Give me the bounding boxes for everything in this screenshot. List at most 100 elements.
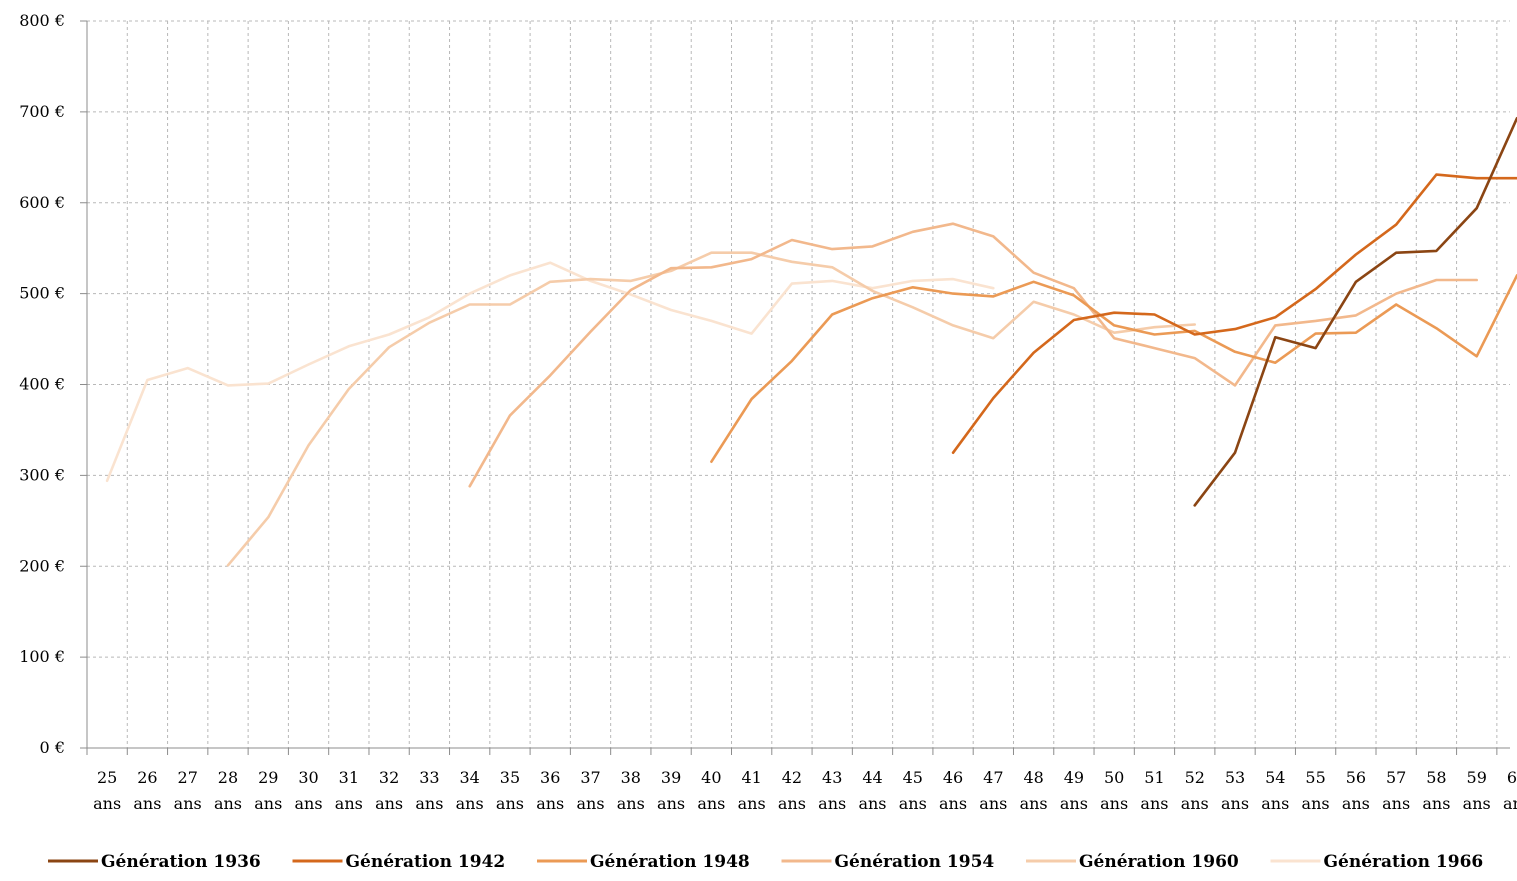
legend-item-g-n-ration-1948: Génération 1948 (537, 852, 750, 872)
legend: Génération 1936 Génération 1942 Génération… (48, 852, 1483, 872)
x-tick-label: 39 (661, 768, 681, 787)
x-tick-label: 51 (1144, 768, 1164, 787)
x-tick-label: 47 (983, 768, 1003, 787)
x-tick-unit-label: ans (617, 794, 645, 813)
x-tick-unit-label: ans (1302, 794, 1330, 813)
series-line-g-n-ration-1960 (226, 251, 1196, 567)
x-tick-unit-label: ans (939, 794, 967, 813)
x-tick-unit-label: ans (254, 794, 282, 813)
x-tick-label: 29 (258, 768, 278, 787)
y-tick-label: 200 € (19, 556, 65, 575)
legend-item-g-n-ration-1942: Génération 1942 (292, 852, 506, 872)
x-tick-label: 27 (178, 768, 198, 787)
x-tick-label: 36 (540, 768, 560, 787)
x-tick-unit-label: ans (576, 794, 604, 813)
x-tick-label: 56 (1346, 768, 1366, 787)
x-tick-label: 38 (621, 768, 641, 787)
y-tick-label: 400 € (19, 375, 65, 394)
x-tick-unit-label: ans (1261, 794, 1289, 813)
x-tick-unit-label: ans (1060, 794, 1088, 813)
x-tick-unit-label: ans (456, 794, 484, 813)
x-tick-unit-label: ans (1463, 794, 1491, 813)
x-tick-label: 58 (1426, 768, 1446, 787)
legend-label: Génération 1942 (346, 852, 506, 872)
x-axis-tick-labels: 25 ans 26 ans 27 ans 28 ans 29 ans 30 ans 31 ans 32 ans… (93, 768, 1517, 813)
legend-item-g-n-ration-1960: Génération 1960 (1026, 852, 1239, 872)
x-tick-label: 50 (1104, 768, 1124, 787)
x-tick-unit-label: ans (133, 794, 161, 813)
x-tick-label: 41 (741, 768, 761, 787)
x-tick-unit-label: ans (335, 794, 363, 813)
legend-label: Génération 1960 (1079, 852, 1239, 872)
x-tick-label: 60 (1507, 768, 1517, 787)
x-tick-label: 32 (379, 768, 399, 787)
x-tick-unit-label: ans (738, 794, 766, 813)
x-tick-unit-label: ans (496, 794, 524, 813)
legend-item-g-n-ration-1966: Génération 1966 (1270, 852, 1484, 872)
x-tick-unit-label: ans (375, 794, 403, 813)
x-tick-label: 49 (1064, 768, 1084, 787)
x-tick-label: 33 (419, 768, 439, 787)
series-line-g-n-ration-1936 (1193, 116, 1517, 507)
x-tick-unit-label: ans (1422, 794, 1450, 813)
y-axis-tick-labels: 0 € 100 € 200 € 300 € 400 € 500 € 600 € 700 € 80… (19, 11, 65, 757)
x-tick-unit-label: ans (295, 794, 323, 813)
x-tick-label: 35 (500, 768, 520, 787)
x-tick-label: 30 (298, 768, 318, 787)
legend-item-g-n-ration-1936: Génération 1936 (48, 852, 261, 872)
x-tick-label: 46 (943, 768, 963, 787)
x-tick-unit-label: ans (1020, 794, 1048, 813)
x-tick-label: 37 (580, 768, 600, 787)
x-tick-label: 44 (862, 768, 882, 787)
legend-item-g-n-ration-1954: Génération 1954 (781, 852, 995, 872)
x-tick-label: 59 (1467, 768, 1487, 787)
x-tick-unit-label: ans (415, 794, 443, 813)
series-line-g-n-ration-1954 (468, 222, 1478, 488)
x-tick-label: 57 (1386, 768, 1406, 787)
x-tick-unit-label: ans (979, 794, 1007, 813)
x-tick-label: 53 (1225, 768, 1245, 787)
grid (87, 20, 1510, 748)
y-tick-label: 500 € (19, 284, 65, 303)
y-tick-label: 600 € (19, 193, 65, 212)
x-tick-unit-label: ans (657, 794, 685, 813)
legend-label: Génération 1936 (101, 852, 261, 872)
axes (80, 20, 1510, 755)
x-tick-label: 31 (339, 768, 359, 787)
x-tick-unit-label: ans (1221, 794, 1249, 813)
y-tick-label: 300 € (19, 465, 65, 484)
x-tick-label: 26 (137, 768, 157, 787)
x-tick-unit-label: ans (93, 794, 121, 813)
x-tick-unit-label: ans (1181, 794, 1209, 813)
x-tick-unit-label: ans (1342, 794, 1370, 813)
x-tick-unit-label: ans (1100, 794, 1128, 813)
y-tick-label: 100 € (19, 647, 65, 666)
x-tick-unit-label: ans (1140, 794, 1168, 813)
x-tick-unit-label: ans (899, 794, 927, 813)
x-tick-unit-label: ans (174, 794, 202, 813)
y-tick-label: 800 € (19, 11, 65, 30)
x-tick-label: 45 (903, 768, 923, 787)
series-line-g-n-ration-1966 (105, 261, 995, 483)
x-tick-label: 54 (1265, 768, 1285, 787)
x-tick-label: 55 (1305, 768, 1325, 787)
legend-label: Génération 1966 (1324, 852, 1484, 872)
x-tick-label: 34 (459, 768, 479, 787)
legend-label: Génération 1948 (590, 852, 750, 872)
x-tick-label: 42 (782, 768, 802, 787)
x-tick-unit-label: ans (1382, 794, 1410, 813)
x-tick-unit-label: ans (858, 794, 886, 813)
series-line-g-n-ration-1942 (951, 173, 1517, 455)
x-tick-label: 48 (1023, 768, 1043, 787)
x-tick-unit-label: ans (778, 794, 806, 813)
legend-label: Génération 1954 (835, 852, 995, 872)
x-tick-unit-label: ans (697, 794, 725, 813)
x-tick-unit-label: ans (1503, 794, 1517, 813)
y-tick-label: 0 € (40, 738, 65, 757)
x-tick-unit-label: ans (818, 794, 846, 813)
y-tick-label: 700 € (19, 102, 65, 121)
x-tick-label: 25 (97, 768, 117, 787)
x-tick-unit-label: ans (536, 794, 564, 813)
series-line-g-n-ration-1948 (710, 274, 1517, 464)
